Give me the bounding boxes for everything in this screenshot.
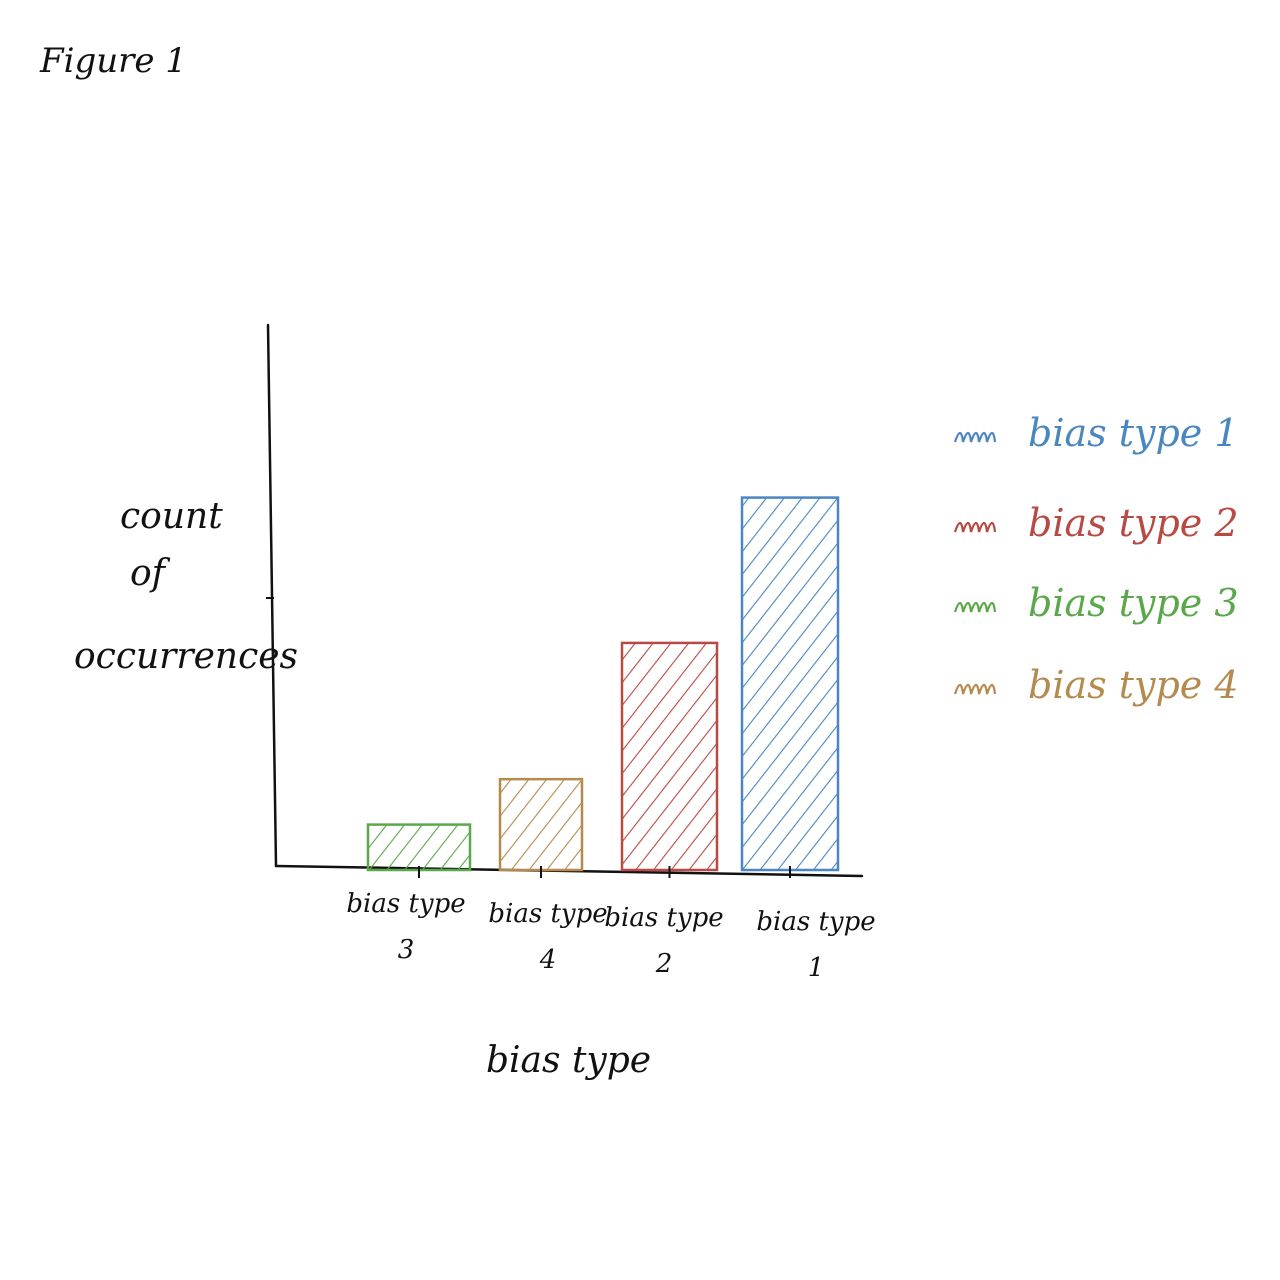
- y-axis-title-line: of: [130, 553, 171, 594]
- y-axis-title-line: count: [120, 496, 223, 537]
- y-axis-line: [266, 323, 278, 868]
- bar-bias-type-2: [620, 641, 719, 872]
- bar-bias-type-1: [740, 496, 840, 872]
- legend-swatch: [953, 431, 997, 443]
- figure-label: Figure 1: [39, 41, 187, 81]
- legend: bias type 1 bias type 2 bias type 3 bias ty…: [953, 411, 1239, 707]
- legend-swatch: [953, 683, 997, 695]
- x-tick-label: bias type: [488, 899, 607, 929]
- x-tick-label: 3: [398, 935, 415, 965]
- legend-swatch: [953, 521, 997, 533]
- bar-bias-type-4: [498, 777, 584, 872]
- legend-label: bias type 1: [1028, 411, 1239, 455]
- x-axis-title: bias type: [486, 1040, 651, 1081]
- legend-label: bias type 4: [1028, 663, 1239, 707]
- x-tick-label: bias type: [604, 903, 723, 933]
- legend-label: bias type 3: [1028, 581, 1239, 625]
- x-tick-label: 2: [655, 949, 673, 979]
- legend-swatch: [953, 601, 997, 613]
- bar-bias-type-3: [366, 823, 472, 872]
- x-tick-label: 1: [808, 953, 825, 983]
- x-tick-labels: bias type 3 bias type 4 bias type 2 bias type 1: [346, 889, 875, 983]
- x-tick-label: bias type: [756, 907, 875, 937]
- x-tick-label: bias type: [346, 889, 465, 919]
- legend-label: bias type 2: [1028, 501, 1239, 545]
- y-axis-title-line: occurrences: [74, 636, 298, 677]
- y-axis-title: count of occurrences: [74, 496, 298, 677]
- x-tick-label: 4: [539, 945, 557, 975]
- bars-group: [366, 496, 840, 878]
